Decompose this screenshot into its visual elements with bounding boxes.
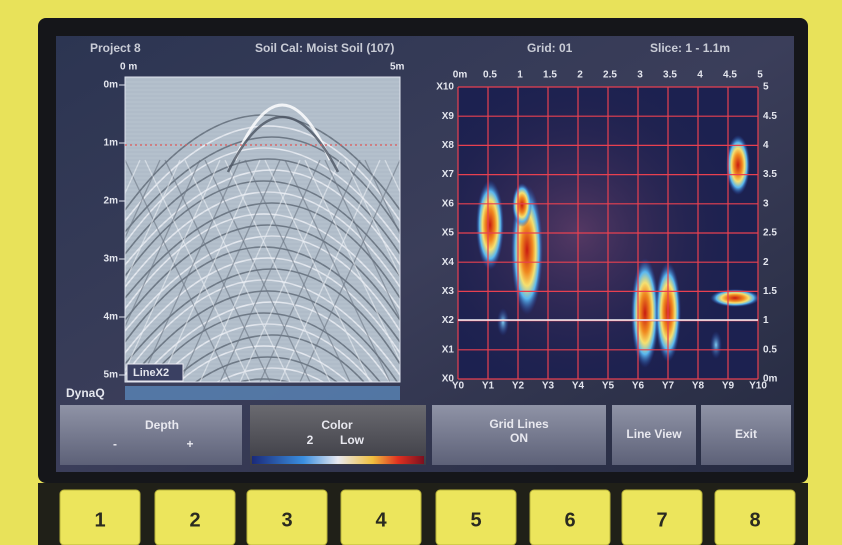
top-label: 1 [517, 70, 523, 81]
heat-blob [476, 180, 504, 270]
dynaq-bar [125, 386, 400, 400]
project-label: Project 8 [90, 41, 141, 55]
slice-label: Slice: 1 - 1.1m [650, 41, 730, 55]
radargram-x-label: 0 m [120, 62, 137, 73]
radargram-x-label: 5m [390, 62, 405, 73]
soil-cal-label: Soil Cal: Moist Soil (107) [255, 41, 394, 55]
key-label: 5 [470, 509, 481, 531]
bottom-label: Y1 [482, 381, 495, 392]
grid-lines-button[interactable]: Grid Lines ON [432, 405, 606, 465]
key-label: 3 [281, 509, 292, 531]
left-label: X1 [442, 344, 455, 355]
left-label: X4 [442, 257, 455, 268]
top-label: 3.5 [663, 70, 677, 81]
top-label: 1.5 [543, 70, 557, 81]
button-label: Grid Lines [489, 417, 549, 431]
exit-button[interactable]: Exit [701, 405, 791, 465]
heat-blob [631, 258, 659, 368]
top-label: 4 [697, 70, 703, 81]
left-label: X8 [442, 140, 455, 151]
depth-button[interactable]: Depth - + [60, 405, 242, 465]
bottom-label: Y9 [722, 381, 735, 392]
right-label: 3 [763, 198, 769, 209]
heat-blob [726, 135, 750, 195]
mode-label: DynaQ [66, 386, 105, 400]
right-label: 5 [763, 82, 769, 93]
device: Project 8 Soil Cal: Moist Soil (107) Gri… [0, 0, 842, 545]
top-label: 2 [577, 70, 583, 81]
left-label: X6 [442, 198, 455, 209]
left-label: X2 [442, 315, 455, 326]
line-label: LineX2 [133, 367, 169, 379]
button-face[interactable] [60, 405, 242, 465]
bottom-label: Y6 [632, 381, 645, 392]
color-spectrum [252, 456, 424, 464]
grid-label: Grid: 01 [527, 41, 573, 55]
top-label: 2.5 [603, 70, 617, 81]
top-label: 3 [637, 70, 643, 81]
right-label: 3.5 [763, 169, 777, 180]
key-label: 8 [749, 509, 760, 531]
color-button[interactable]: Color 2 Low [250, 405, 426, 465]
left-label: X3 [442, 286, 455, 297]
heat-blob [512, 183, 532, 227]
bottom-label: Y4 [572, 381, 585, 392]
key-label: 7 [656, 509, 667, 531]
bottom-label: Y5 [602, 381, 615, 392]
bottom-label: Y0 [452, 381, 465, 392]
button-minus: - [113, 437, 117, 451]
right-label: 4 [763, 140, 769, 151]
button-label: Exit [735, 427, 757, 441]
button-label: Line View [626, 427, 682, 441]
right-label: 1.5 [763, 286, 777, 297]
heat-blob [710, 331, 722, 359]
key-label: 4 [375, 509, 387, 531]
softkeys: Depth - + Color 2 Low Grid Lines ON Line… [60, 405, 791, 465]
button-value: 2 [307, 433, 314, 447]
right-label: 2 [763, 257, 769, 268]
depth-label: 4m [104, 312, 119, 323]
depth-label: 2m [104, 196, 119, 207]
button-plus: + [186, 437, 193, 451]
depth-label: 3m [104, 254, 119, 265]
heat-blob [497, 308, 509, 336]
line-view-button[interactable]: Line View [612, 405, 696, 465]
bottom-label: Y2 [512, 381, 525, 392]
bottom-label: Y3 [542, 381, 555, 392]
left-label: X7 [442, 169, 455, 180]
key-label: 1 [94, 509, 105, 531]
top-label: 5 [757, 70, 763, 81]
right-label: 2.5 [763, 228, 777, 239]
button-label: Color [321, 418, 353, 432]
right-label: 0.5 [763, 344, 777, 355]
bottom-label: Y8 [692, 381, 705, 392]
right-label: 0m [763, 374, 778, 385]
top-label: 4.5 [723, 70, 737, 81]
top-label: 0m [453, 70, 468, 81]
button-setting: Low [340, 433, 365, 447]
left-label: X10 [436, 82, 454, 93]
key-label: 6 [564, 509, 575, 531]
bottom-label: Y7 [662, 381, 675, 392]
right-label: 1 [763, 315, 769, 326]
top-label: 0.5 [483, 70, 497, 81]
button-label: Depth [145, 418, 179, 432]
depth-label: 0m [104, 80, 119, 91]
button-state: ON [510, 431, 528, 445]
left-label: X9 [442, 111, 455, 122]
key-label: 2 [189, 509, 200, 531]
depth-label: 1m [104, 138, 119, 149]
depth-label: 5m [104, 370, 119, 381]
right-label: 4.5 [763, 111, 777, 122]
left-label: X5 [442, 228, 455, 239]
